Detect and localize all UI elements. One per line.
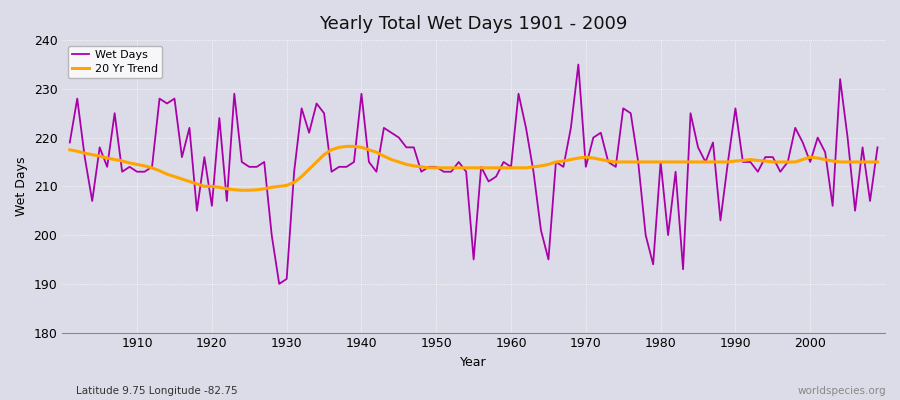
20 Yr Trend: [237, 188, 248, 193]
Y-axis label: Wet Days: Wet Days: [15, 156, 28, 216]
20 Yr Trend: [520, 166, 531, 170]
Line: Wet Days: Wet Days: [70, 64, 878, 284]
20 Yr Trend: [341, 144, 352, 149]
Wet Days: [341, 164, 352, 169]
Wet Days: [124, 164, 135, 169]
Wet Days: [65, 140, 76, 145]
20 Yr Trend: [65, 147, 76, 152]
Line: 20 Yr Trend: 20 Yr Trend: [70, 146, 878, 190]
Wet Days: [872, 145, 883, 150]
Wet Days: [513, 91, 524, 96]
Wet Days: [506, 164, 517, 169]
20 Yr Trend: [610, 160, 621, 164]
Legend: Wet Days, 20 Yr Trend: Wet Days, 20 Yr Trend: [68, 46, 162, 78]
Text: Latitude 9.75 Longitude -82.75: Latitude 9.75 Longitude -82.75: [76, 386, 238, 396]
20 Yr Trend: [872, 160, 883, 164]
20 Yr Trend: [124, 160, 135, 165]
20 Yr Trend: [296, 174, 307, 179]
Wet Days: [274, 282, 284, 286]
X-axis label: Year: Year: [460, 356, 487, 369]
Wet Days: [573, 62, 584, 67]
20 Yr Trend: [513, 166, 524, 170]
Wet Days: [610, 164, 621, 169]
Wet Days: [296, 106, 307, 111]
Text: worldspecies.org: worldspecies.org: [798, 386, 886, 396]
Title: Yearly Total Wet Days 1901 - 2009: Yearly Total Wet Days 1901 - 2009: [320, 15, 628, 33]
20 Yr Trend: [348, 144, 359, 149]
